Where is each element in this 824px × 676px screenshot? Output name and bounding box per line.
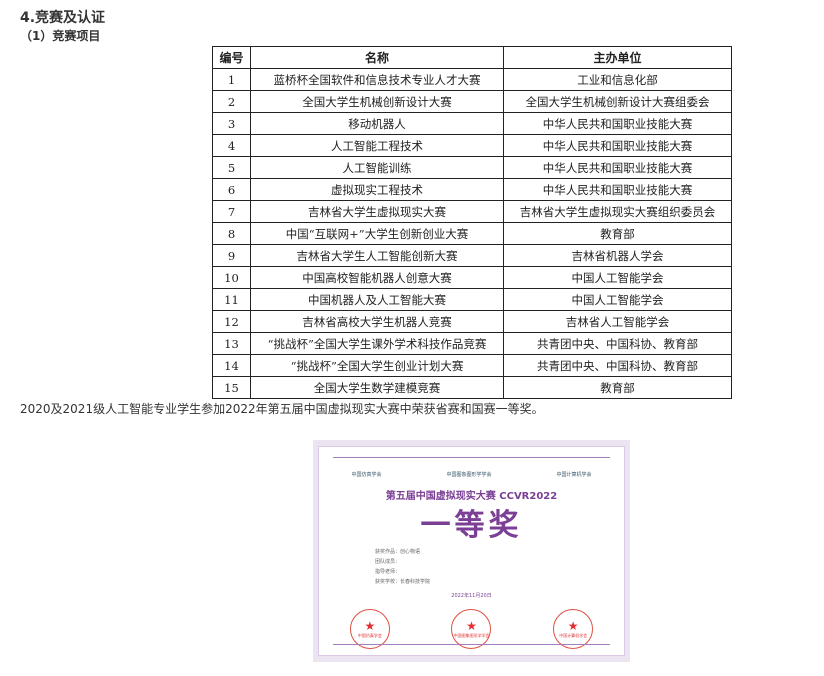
table-row: 11 中国机器人及人工智能大赛 中国人工智能学会 — [212, 288, 732, 311]
cell-organizer: 共青团中央、中国科协、教育部 — [503, 332, 732, 355]
logo-2: 中国图象图形学学会 — [446, 472, 492, 478]
ornament-top — [333, 457, 610, 458]
cell-name: 吉林省大学生人工智能创新大赛 — [250, 244, 504, 267]
ornament-bottom — [333, 644, 610, 645]
cell-organizer: 中华人民共和国职业技能大赛 — [503, 112, 732, 135]
cell-organizer: 中国人工智能学会 — [503, 266, 732, 289]
table-row: 14 “挑战杯”全国大学生创业计划大赛 共青团中央、中国科协、教育部 — [212, 354, 732, 377]
certificate-award: 一等奖 — [420, 508, 523, 543]
header-name: 名称 — [250, 46, 504, 69]
star-icon: ★ — [364, 619, 376, 633]
logo-1: 中国仿真学会 — [351, 472, 382, 478]
cell-organizer: 共青团中央、中国科协、教育部 — [503, 354, 732, 377]
cell-number: 5 — [212, 156, 251, 179]
info-line: 团队成员： — [375, 559, 401, 565]
logo-3: 中国计算机学会 — [556, 472, 592, 478]
certificate-date: 2022年11月20日 — [451, 593, 492, 599]
cell-name: 中国高校智能机器人创意大赛 — [250, 266, 504, 289]
cell-organizer: 中华人民共和国职业技能大赛 — [503, 156, 732, 179]
cell-number: 7 — [212, 200, 251, 223]
info-line: 指导老师： — [375, 569, 401, 575]
cell-number: 8 — [212, 222, 251, 245]
table-row: 8 中国“互联网+”大学生创新创业大赛 教育部 — [212, 222, 732, 245]
cell-name: “挑战杯”全国大学生创业计划大赛 — [250, 354, 504, 377]
certificate-image: 中国仿真学会 中国图象图形学学会 中国计算机学会 第五届中国虚拟现实大赛 CCV… — [313, 440, 630, 662]
cell-number: 14 — [212, 354, 251, 377]
cell-organizer: 教育部 — [503, 376, 732, 399]
header-number: 编号 — [212, 46, 251, 69]
seal-text: 中国计算机学会 — [559, 633, 588, 638]
cell-number: 13 — [212, 332, 251, 355]
seal-text: 中国图象图形学学会 — [453, 633, 490, 638]
info-line: 获奖学校：长春科技学院 — [375, 579, 431, 585]
seal-text: 中国仿真学会 — [357, 633, 382, 638]
certificate-body: 中国仿真学会 中国图象图形学学会 中国计算机学会 第五届中国虚拟现实大赛 CCV… — [318, 446, 625, 656]
cell-number: 15 — [212, 376, 251, 399]
section-title: 4.竞赛及认证 — [20, 10, 106, 26]
cell-name: 吉林省大学生虚拟现实大赛 — [250, 200, 504, 223]
cell-organizer: 吉林省人工智能学会 — [503, 310, 732, 333]
cell-number: 1 — [212, 68, 251, 91]
table-row: 6 虚拟现实工程技术 中华人民共和国职业技能大赛 — [212, 178, 732, 201]
table-row: 10 中国高校智能机器人创意大赛 中国人工智能学会 — [212, 266, 732, 289]
cell-organizer: 中华人民共和国职业技能大赛 — [503, 134, 732, 157]
cell-name: 移动机器人 — [250, 112, 504, 135]
table-row: 5 人工智能训练 中华人民共和国职业技能大赛 — [212, 156, 732, 179]
table-row: 12 吉林省高校大学生机器人竞赛 吉林省人工智能学会 — [212, 310, 732, 333]
cell-organizer: 中华人民共和国职业技能大赛 — [503, 178, 732, 201]
cell-number: 2 — [212, 90, 251, 113]
cell-name: 虚拟现实工程技术 — [250, 178, 504, 201]
cell-organizer: 教育部 — [503, 222, 732, 245]
star-icon: ★ — [466, 619, 477, 633]
cell-organizer: 吉林省大学生虚拟现实大赛组织委员会 — [503, 200, 732, 223]
cell-name: 中国机器人及人工智能大赛 — [250, 288, 504, 311]
cell-number: 9 — [212, 244, 251, 267]
table-row: 4 人工智能工程技术 中华人民共和国职业技能大赛 — [212, 134, 732, 157]
subsection-title: （1）竞赛项目 — [20, 29, 101, 43]
star-icon: ★ — [567, 619, 579, 633]
cell-organizer: 全国大学生机械创新设计大赛组委会 — [503, 90, 732, 113]
cell-number: 6 — [212, 178, 251, 201]
certificate-seals: ★ 中国仿真学会 ★ 中国图象图形学学会 ★ 中国计算机学会 — [319, 609, 624, 649]
cell-number: 4 — [212, 134, 251, 157]
cell-organizer: 工业和信息化部 — [503, 68, 732, 91]
cell-number: 11 — [212, 288, 251, 311]
table-row: 1 蓝桥杯全国软件和信息技术专业人才大赛 工业和信息化部 — [212, 68, 732, 91]
certificate-info: 获奖作品：创心物语 团队成员： 指导老师： 获奖学校：长春科技学院 — [375, 547, 430, 587]
table-row: 3 移动机器人 中华人民共和国职业技能大赛 — [212, 112, 732, 135]
table-row: 7 吉林省大学生虚拟现实大赛 吉林省大学生虚拟现实大赛组织委员会 — [212, 200, 732, 223]
certificate-logos: 中国仿真学会 中国图象图形学学会 中国计算机学会 — [319, 471, 624, 478]
header-organizer: 主办单位 — [503, 46, 732, 69]
competition-table: 编号 名称 主办单位 1 蓝桥杯全国软件和信息技术专业人才大赛 工业和信息化部 2 全国… — [212, 46, 732, 399]
cell-name: 中国“互联网+”大学生创新创业大赛 — [250, 222, 504, 245]
cell-number: 10 — [212, 266, 251, 289]
cell-name: 人工智能训练 — [250, 156, 504, 179]
award-paragraph: 2020及2021级人工智能专业学生参加2022年第五届中国虚拟现实大赛中荣获省… — [20, 402, 544, 416]
table-row: 15 全国大学生数学建模竞赛 教育部 — [212, 376, 732, 399]
seal-stamp: ★ 中国计算机学会 — [553, 609, 594, 649]
cell-name: 吉林省高校大学生机器人竞赛 — [250, 310, 504, 333]
table-header-row: 编号 名称 主办单位 — [212, 46, 732, 69]
cell-name: 全国大学生数学建模竞赛 — [250, 376, 504, 399]
cell-name: 蓝桥杯全国软件和信息技术专业人才大赛 — [250, 68, 504, 91]
cell-number: 3 — [212, 112, 251, 135]
cell-organizer: 中国人工智能学会 — [503, 288, 732, 311]
cell-number: 12 — [212, 310, 251, 333]
cell-name: 全国大学生机械创新设计大赛 — [250, 90, 504, 113]
cell-organizer: 吉林省机器人学会 — [503, 244, 732, 267]
certificate-title: 第五届中国虚拟现实大赛 CCVR2022 — [385, 491, 558, 502]
table-row: 9 吉林省大学生人工智能创新大赛 吉林省机器人学会 — [212, 244, 732, 267]
table-row: 13 “挑战杯”全国大学生课外学术科技作品竞赛 共青团中央、中国科协、教育部 — [212, 332, 732, 355]
seal-stamp: ★ 中国仿真学会 — [349, 609, 390, 649]
info-line: 获奖作品：创心物语 — [375, 549, 421, 555]
table-row: 2 全国大学生机械创新设计大赛 全国大学生机械创新设计大赛组委会 — [212, 90, 732, 113]
seal-stamp: ★ 中国图象图形学学会 — [451, 609, 492, 649]
cell-name: “挑战杯”全国大学生课外学术科技作品竞赛 — [250, 332, 504, 355]
cell-name: 人工智能工程技术 — [250, 134, 504, 157]
